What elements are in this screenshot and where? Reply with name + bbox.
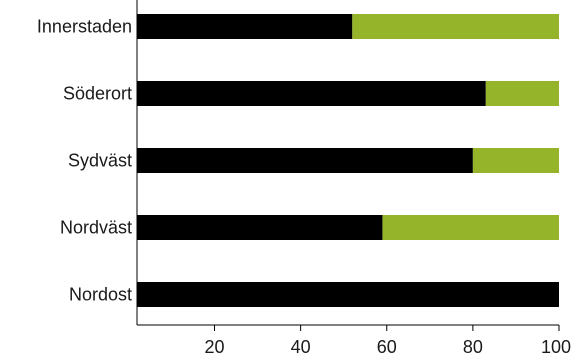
x-tick-label: 40 (291, 337, 311, 357)
bar-nordost-segment-1 (137, 282, 559, 307)
category-label: Söderort (63, 84, 132, 104)
bar-innerstaden-segment-1 (137, 14, 353, 39)
bar-söderort-segment-2 (485, 81, 559, 106)
x-tick-label: 20 (204, 337, 224, 357)
x-tick-label: 60 (377, 337, 397, 357)
bar-sydväst-segment-2 (472, 148, 559, 173)
x-tick-label: 80 (463, 337, 483, 357)
bar-group (137, 14, 559, 307)
bar-innerstaden-segment-2 (352, 14, 559, 39)
category-label: Nordväst (60, 218, 132, 238)
x-axis-ticks: 20 40 60 80 100 (204, 325, 571, 357)
x-tick-label: 100 (541, 337, 571, 357)
bar-nordväst-segment-1 (137, 215, 383, 240)
category-labels: Innerstaden Söderort Sydväst Nordväst Nordos… (37, 17, 132, 305)
bar-söderort-segment-1 (137, 81, 486, 106)
category-label: Sydväst (68, 151, 132, 171)
category-label: Innerstaden (37, 17, 132, 37)
bar-nordväst-segment-2 (382, 215, 559, 240)
bar-sydväst-segment-1 (137, 148, 473, 173)
category-label: Nordost (69, 285, 132, 305)
